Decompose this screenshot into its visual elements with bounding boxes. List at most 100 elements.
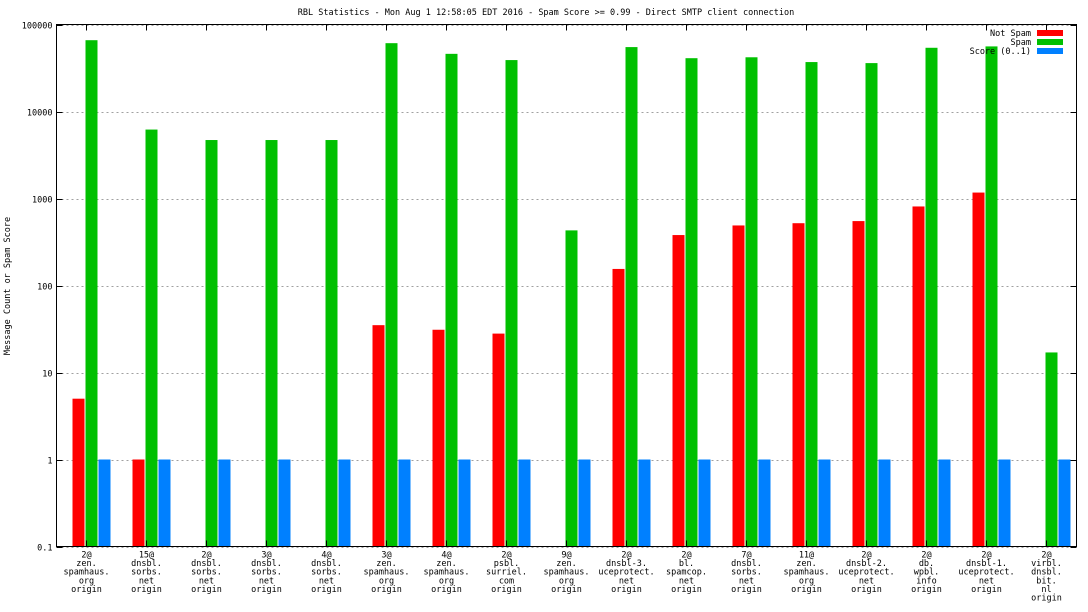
bar-not-spam — [852, 221, 865, 547]
x-tick-label: sorbs. — [251, 568, 282, 578]
bar-score-0-1 — [398, 459, 411, 547]
bar-not-spam — [732, 225, 745, 547]
legend-label: Spam — [1011, 38, 1031, 48]
x-tick-label: 4@ — [441, 551, 451, 561]
bar-spam — [85, 40, 98, 547]
x-tick-label: 3@ — [261, 551, 271, 561]
bar-not-spam — [372, 325, 385, 547]
x-tick-label: origin — [371, 585, 402, 595]
x-tick-label: 2@ — [921, 551, 931, 561]
x-tick-label: com — [499, 576, 514, 586]
y-tick-label: 10 — [42, 370, 52, 380]
bar-spam — [565, 230, 578, 547]
x-tick-label: zen. — [436, 559, 456, 569]
bar-spam — [325, 140, 338, 547]
bar-spam — [625, 47, 638, 547]
x-tick-label: dnsbl. — [1031, 568, 1062, 578]
bar-not-spam — [132, 459, 145, 547]
x-tick-label: net — [859, 576, 874, 586]
x-tick-label: net — [199, 576, 214, 586]
x-tick-label: uceprotect. — [958, 568, 1014, 578]
x-tick-label: origin — [431, 585, 462, 595]
bar-spam — [145, 129, 158, 547]
bar-not-spam — [492, 333, 505, 547]
bar-spam — [925, 47, 938, 547]
bar-score-0-1 — [338, 459, 351, 547]
bar-not-spam — [432, 329, 445, 547]
x-tick-label: org — [79, 576, 94, 586]
chart-title: RBL Statistics - Mon Aug 1 12:58:05 EDT … — [298, 8, 794, 18]
bar-score-0-1 — [878, 459, 891, 547]
y-tick-label: 10000 — [27, 109, 53, 119]
x-tick-label: 2@ — [1041, 551, 1051, 561]
x-tick-label: 4@ — [321, 551, 331, 561]
x-tick-label: net — [259, 576, 274, 586]
x-tick-label: dnsbl. — [731, 559, 762, 569]
legend-label: Not Spam — [990, 29, 1031, 39]
bar-score-0-1 — [938, 459, 951, 547]
x-tick-label: 2@ — [681, 551, 691, 561]
x-tick-label: spamhaus. — [63, 568, 109, 578]
x-tick-label: spamhaus. — [363, 568, 409, 578]
bar-spam — [265, 140, 278, 547]
bar-score-0-1 — [98, 459, 111, 547]
x-tick-label: origin — [251, 585, 282, 595]
x-tick-label: 11@ — [799, 551, 814, 561]
x-tick-label: dnsbl-1. — [966, 559, 1007, 569]
x-tick-label: net — [139, 576, 154, 586]
x-tick-label: 2@ — [201, 551, 211, 561]
x-tick-label: bit. — [1036, 576, 1056, 586]
x-tick-label: origin — [851, 585, 882, 595]
x-tick-label: dnsbl-3. — [606, 559, 647, 569]
x-tick-label: dnsbl. — [311, 559, 342, 569]
x-tick-label: uceprotect. — [838, 568, 894, 578]
bar-spam — [505, 60, 518, 547]
x-tick-label: bl. — [679, 559, 694, 569]
x-tick-label: origin — [731, 585, 762, 595]
x-tick-label: 9@ — [561, 551, 571, 561]
y-tick-label: 0.1 — [37, 544, 52, 554]
x-tick-label: zen. — [796, 559, 816, 569]
x-tick-label: origin — [611, 585, 642, 595]
bar-score-0-1 — [518, 459, 531, 547]
x-tick-label: org — [799, 576, 814, 586]
x-tick-label: 2@ — [621, 551, 631, 561]
y-tick-label: 100 — [37, 283, 52, 293]
x-tick-label: org — [559, 576, 574, 586]
x-tick-label: org — [379, 576, 394, 586]
x-tick-label: origin — [791, 585, 822, 595]
bar-spam — [685, 58, 698, 547]
x-tick-label: sorbs. — [131, 568, 162, 578]
bar-spam — [1045, 352, 1058, 547]
x-tick-label: 15@ — [139, 551, 154, 561]
x-tick-label: zen. — [376, 559, 396, 569]
bar-score-0-1 — [698, 459, 711, 547]
x-tick-label: 2@ — [861, 551, 871, 561]
x-tick-label: surriel. — [486, 568, 527, 578]
bar-score-0-1 — [1058, 459, 1071, 547]
bar-score-0-1 — [818, 459, 831, 547]
bar-score-0-1 — [158, 459, 171, 547]
bar-spam — [985, 46, 998, 547]
x-tick-label: db. — [919, 559, 934, 569]
bar-layer — [72, 40, 1071, 547]
bar-not-spam — [972, 192, 985, 547]
x-tick-label: net — [979, 576, 994, 586]
bar-not-spam — [72, 398, 85, 547]
bar-score-0-1 — [998, 459, 1011, 547]
x-tick-label: 2@ — [81, 551, 91, 561]
bar-not-spam — [672, 235, 685, 547]
bar-score-0-1 — [758, 459, 771, 547]
x-tick-label: spamhaus. — [783, 568, 829, 578]
x-tick-label: net — [679, 576, 694, 586]
x-tick-label: zen. — [76, 559, 96, 569]
bar-score-0-1 — [218, 459, 231, 547]
x-tick-label: origin — [1031, 594, 1062, 604]
x-tick-label: origin — [551, 585, 582, 595]
legend-swatch — [1037, 39, 1063, 45]
y-axis-label: Message Count or Spam Score — [3, 217, 13, 355]
bar-spam — [445, 53, 458, 547]
bar-spam — [865, 63, 878, 547]
